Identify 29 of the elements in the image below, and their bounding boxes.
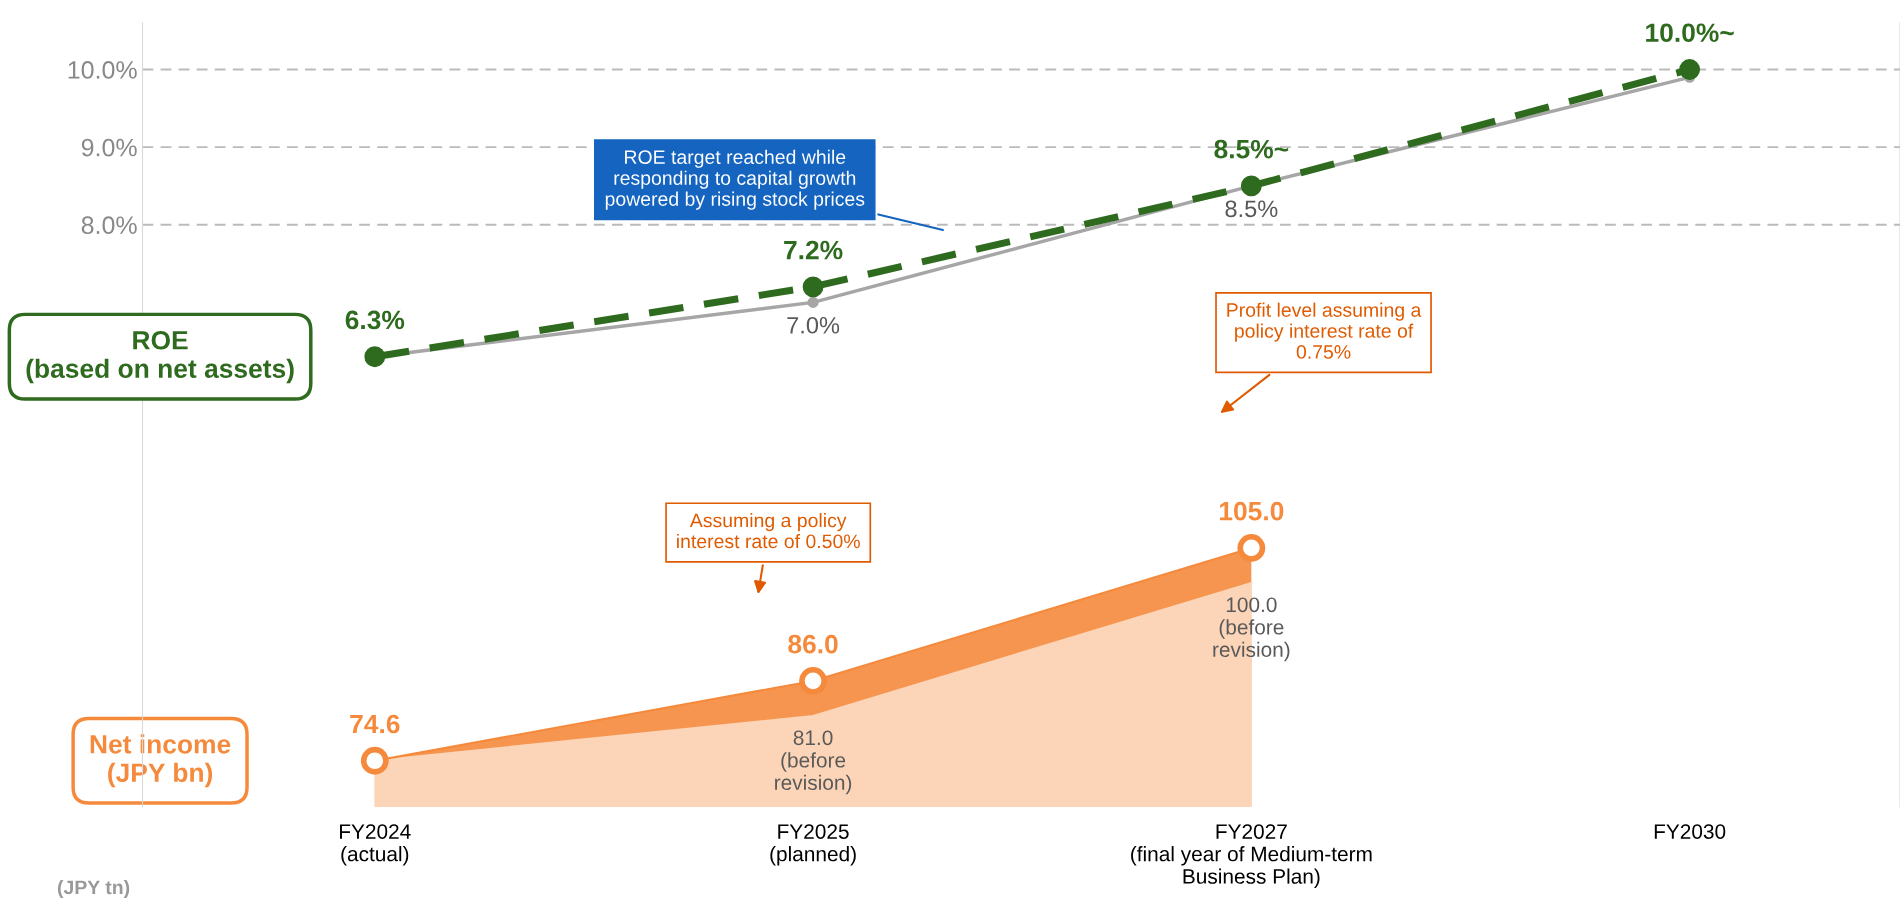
- point: [802, 276, 824, 298]
- data-label: 86.0: [788, 634, 838, 654]
- data-label: 7.2%: [784, 240, 843, 260]
- point: [1679, 59, 1701, 80]
- annotation: Assuming a policy interest rate of 0.50%: [677, 513, 860, 549]
- x-tick-label: FY2027 (final year of Medium-term Business Plan): [1131, 824, 1372, 888]
- data-label: 74.6: [350, 714, 400, 734]
- annotation: Profit level assuming a policy interest rate of 0.75%: [1227, 302, 1422, 359]
- x-tick-label: FY2024 (actual): [340, 824, 411, 866]
- y-tick-label: 10.0%: [68, 61, 137, 79]
- data-label: 10.0%~: [1646, 23, 1734, 43]
- point: [364, 346, 386, 368]
- text: (JPY tn): [57, 879, 130, 899]
- data-label: 81.0 (before revision): [775, 730, 852, 795]
- data-label: 7.0%: [787, 316, 840, 334]
- text: ROE (based on net assets): [26, 330, 294, 384]
- data-label: 8.5%: [1225, 200, 1278, 218]
- data-label: 6.3%: [345, 310, 405, 330]
- data-label: 100.0 (before revision): [1213, 597, 1290, 662]
- y-tick-label: 9.0%: [81, 138, 137, 157]
- point: [1240, 175, 1262, 197]
- annotation: ROE target reached while responding to capital growth powered by rising stock prices: [605, 149, 865, 210]
- x-tick-label: FY2025 (planned): [770, 824, 856, 866]
- y-tick-label: 8.0%: [81, 216, 137, 235]
- data-label: 105.0: [1219, 501, 1284, 521]
- text: Net income (JPY bn): [90, 734, 231, 788]
- data-label: 8.5%~: [1214, 139, 1289, 159]
- x-tick-label: FY2030: [1654, 824, 1726, 839]
- point: [807, 296, 819, 308]
